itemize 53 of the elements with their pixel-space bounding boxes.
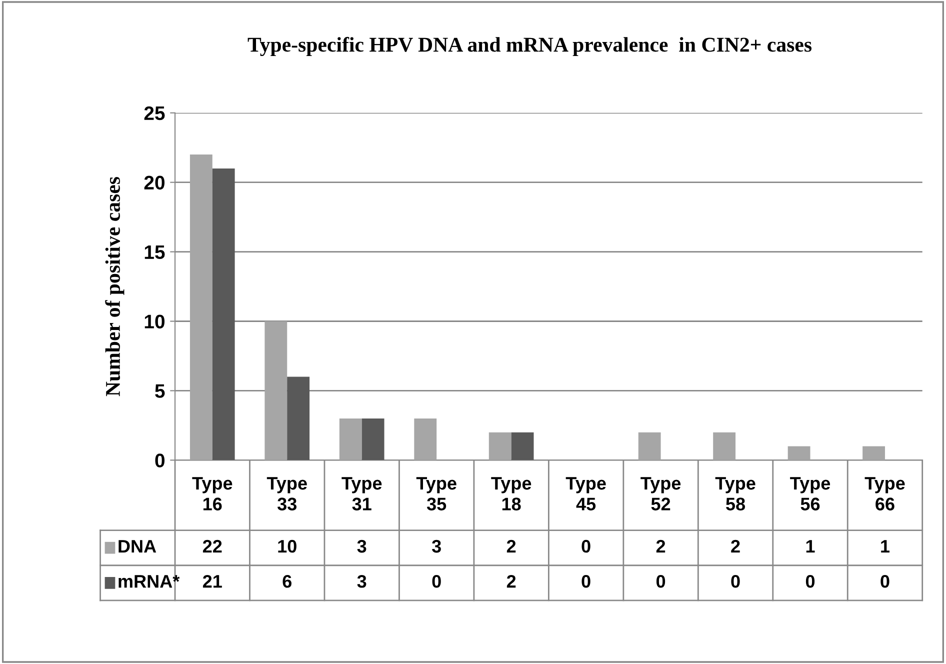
x-tick-label: Type 45	[566, 477, 606, 510]
data-label: 0	[806, 574, 815, 588]
legend-label: DNA	[118, 540, 156, 553]
data-label: 0	[880, 574, 890, 588]
bar	[414, 418, 437, 460]
bar	[287, 376, 310, 460]
legend-label: mRNA*	[118, 575, 180, 588]
data-label: 2	[506, 540, 516, 553]
y-tick-label: 20	[144, 176, 164, 190]
data-label: 0	[432, 574, 441, 588]
bar	[190, 154, 212, 460]
x-tick-label: Type 66	[864, 477, 905, 510]
bar	[713, 432, 736, 460]
x-tick-label: Type 52	[640, 477, 681, 510]
data-label: 3	[357, 574, 366, 588]
bar	[788, 446, 810, 460]
x-tick-label: Type 31	[342, 477, 382, 510]
data-label: 2	[731, 540, 740, 553]
data-label: 21	[202, 574, 222, 588]
data-label: 0	[582, 574, 590, 588]
bar	[862, 446, 885, 460]
data-label: 1	[881, 540, 890, 553]
data-label: 2	[506, 574, 516, 588]
x-tick-label: Type 16	[192, 477, 232, 510]
x-tick-label: Type 35	[416, 477, 456, 510]
bar	[339, 418, 362, 460]
y-axis-title: Number of positive cases	[105, 176, 124, 396]
data-label: 6	[282, 574, 292, 588]
y-tick-label: 0	[155, 454, 164, 468]
bar	[362, 418, 384, 460]
x-tick-label: Type 18	[491, 477, 532, 510]
bar	[212, 168, 235, 460]
data-label: 0	[656, 574, 666, 588]
y-tick-label: 10	[144, 314, 164, 328]
x-tick-label: Type 58	[715, 477, 756, 510]
data-label: 3	[432, 540, 441, 553]
y-tick-label: 15	[144, 245, 165, 260]
chart-title: Type-specific HPV DNA and mRNA prevalence in CIN2+ cases	[248, 36, 812, 56]
data-label: 0	[582, 540, 590, 553]
bar	[264, 321, 288, 460]
data-label: 0	[731, 574, 740, 588]
data-label: 22	[202, 540, 222, 553]
x-tick-label: Type 56	[790, 477, 830, 510]
y-tick-label: 25	[144, 106, 165, 120]
data-label: 3	[357, 540, 366, 553]
data-label: 2	[656, 540, 666, 553]
bar	[488, 432, 512, 460]
bar	[511, 432, 534, 460]
x-tick-label: Type 33	[266, 477, 307, 510]
y-tick-label: 5	[155, 384, 165, 398]
bar	[638, 432, 661, 460]
data-label: 10	[278, 540, 296, 553]
data-label: 1	[806, 540, 815, 553]
